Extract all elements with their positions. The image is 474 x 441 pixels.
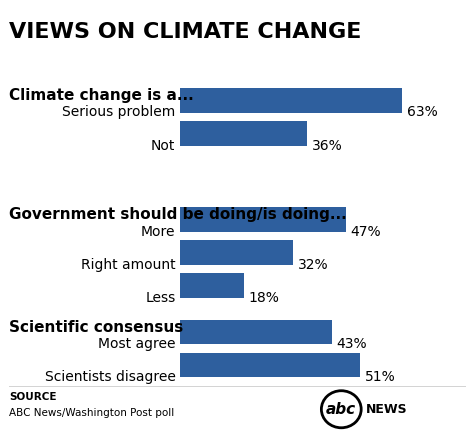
FancyBboxPatch shape <box>180 273 244 298</box>
Text: ABC News/Washington Post poll: ABC News/Washington Post poll <box>9 408 175 418</box>
Text: 36%: 36% <box>311 138 342 153</box>
Text: Most agree: Most agree <box>98 337 175 351</box>
FancyBboxPatch shape <box>180 207 346 232</box>
Text: abc: abc <box>326 402 356 417</box>
Text: More: More <box>141 224 175 239</box>
Text: 51%: 51% <box>365 370 395 384</box>
Text: 32%: 32% <box>298 258 328 272</box>
Text: 18%: 18% <box>248 291 279 305</box>
Text: Government should be doing/is doing...: Government should be doing/is doing... <box>9 207 347 222</box>
Text: Scientists disagree: Scientists disagree <box>45 370 175 384</box>
FancyBboxPatch shape <box>180 121 307 146</box>
Text: Not: Not <box>151 138 175 153</box>
Text: NEWS: NEWS <box>366 403 408 416</box>
Text: VIEWS ON CLIMATE CHANGE: VIEWS ON CLIMATE CHANGE <box>9 22 362 42</box>
Text: Climate change is a...: Climate change is a... <box>9 88 194 103</box>
FancyBboxPatch shape <box>180 353 360 377</box>
Text: 43%: 43% <box>336 337 367 351</box>
Text: Serious problem: Serious problem <box>62 105 175 120</box>
Text: 63%: 63% <box>407 105 438 120</box>
FancyBboxPatch shape <box>180 240 293 265</box>
Text: Scientific consensus: Scientific consensus <box>9 320 184 335</box>
Text: Less: Less <box>145 291 175 305</box>
FancyBboxPatch shape <box>180 320 331 344</box>
Text: Right amount: Right amount <box>81 258 175 272</box>
FancyBboxPatch shape <box>180 88 402 113</box>
Text: 47%: 47% <box>350 224 381 239</box>
Text: SOURCE: SOURCE <box>9 392 57 403</box>
